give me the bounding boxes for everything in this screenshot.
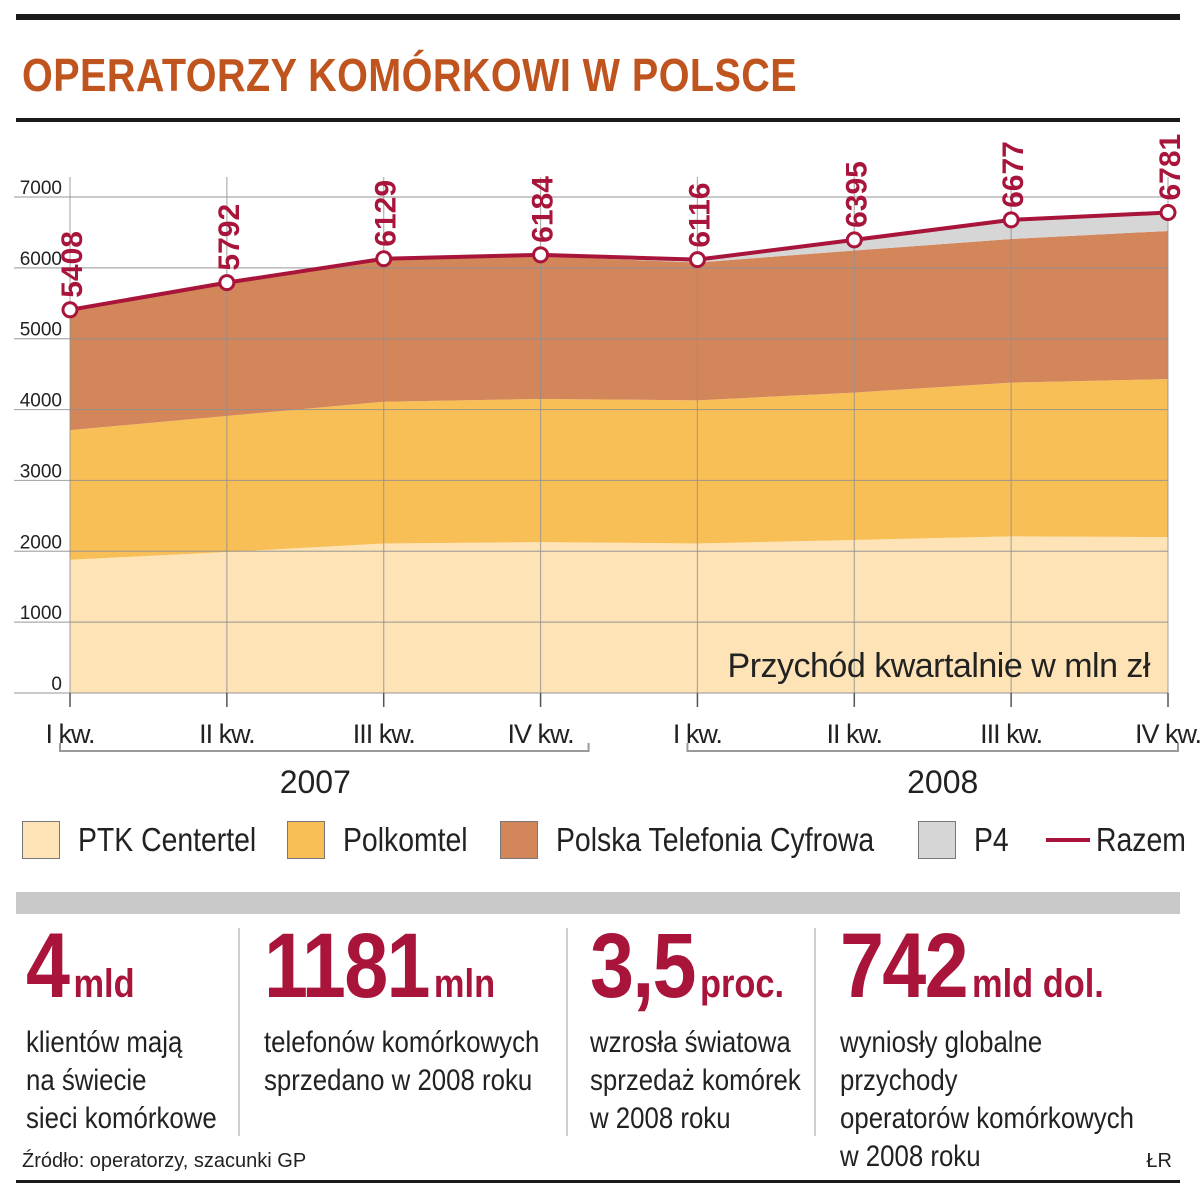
source-note: Źródło: operatorzy, szacunki GP [22,1150,307,1172]
y-tick-label: 3000 [20,461,62,482]
top-rule [16,14,1180,20]
total-point [61,301,79,319]
stat-description: telefonów komórkowych sprzedano w 2008 r… [264,1026,540,1097]
stat-description: wzrosła światowa sprzedaż komórek w 2008… [590,1026,801,1135]
stat-separator [814,928,816,1136]
stat-separator [238,928,240,1136]
page-title: OPERATORZY KOMÓRKOWI W POLSCE [22,49,798,101]
y-tick-label: 1000 [20,603,62,624]
y-tick-label: 5000 [20,320,62,341]
stat-number: 1181 [264,915,430,1017]
x-tick-label: III kw. [980,719,1042,749]
area-series-0 [70,536,1168,693]
stat-description: wyniosły globalne przychody operatorów k… [840,1026,1134,1173]
year-bracket [59,743,590,752]
total-value-label: 6116 [683,183,716,248]
stat-block-clients: 4 mld klientów mają na świecie sieci komó… [26,920,248,1138]
total-value-label: 5408 [56,231,89,298]
stat-block-phones: 1181 mln telefonów komórkowych sprzedano … [264,920,584,1100]
total-value-label: 5792 [213,204,246,271]
y-tick-label: 7000 [20,178,62,199]
stat-block-growth: 3,5 proc. wzrosła światowa sprzedaż komór… [590,920,835,1138]
chart-legend: PTK Centertel Polkomtel Polska Telefonia… [0,815,1200,865]
legend-item-polkomtel: Polkomtel [287,815,488,865]
total-point [1159,204,1177,222]
stat-unit: mln [433,962,496,1006]
total-point [845,231,863,249]
y-tick-label: 0 [51,674,62,695]
stat-unit: mld dol. [972,962,1104,1006]
stat-unit: mld [73,962,135,1006]
stat-separator [566,928,568,1136]
section-divider-bar [16,892,1180,914]
legend-swatch-ptk [22,821,60,859]
x-tick-label: III kw. [353,719,415,749]
stat-number: 3,5 [590,915,697,1017]
x-tick-label: II kw. [827,719,883,749]
legend-label-ptc: Polska Telefonia Cyfrowa [556,821,875,858]
x-tick-label: I kw. [673,719,722,749]
author-initials: ŁR [1146,1150,1172,1172]
total-value-label: 6677 [997,141,1030,208]
title-rule [16,118,1180,122]
legend-label-ptk: PTK Centertel [78,821,257,858]
y-tick-label: 2000 [20,532,62,553]
total-value-label: 6395 [840,161,873,228]
legend-label-p4: P4 [974,821,1009,858]
legend-line-razem [1046,838,1090,842]
total-value-label: 6184 [527,176,560,243]
total-point [688,251,706,269]
total-point [532,246,550,264]
total-line [69,210,1169,312]
legend-label-polkomtel: Polkomtel [343,821,468,858]
total-value-label: 6781 [1154,134,1187,201]
legend-swatch-p4 [918,821,956,859]
y-tick-label: 6000 [20,249,62,270]
stat-block-revenue: 742 mld dol. wyniosły globalne przychody … [840,920,1200,1176]
legend-item-ptk: PTK Centertel [22,815,285,865]
total-point [375,250,393,268]
total-point [218,274,236,292]
stat-number: 4 [26,915,70,1017]
revenue-area-chart: 0 1000 2000 3000 4000 5000 6000 7000 I kw. II kw.… [14,134,1200,800]
legend-label-razem: Razem [1096,821,1186,858]
x-tick-label: II kw. [199,719,255,749]
total-value-label: 6129 [370,180,403,247]
stat-figure: 4 mld [26,920,217,1012]
legend-item-p4: P4 [918,815,1014,865]
legend-swatch-ptc [500,821,538,859]
year-label: 2008 [907,764,978,800]
stat-number: 742 [840,915,969,1017]
stat-figure: 3,5 proc. [590,920,801,1012]
area-series-1 [70,379,1168,560]
y-tick-label: 4000 [20,391,62,412]
stat-description: klientów mają na świecie sieci komórkowe [26,1026,217,1135]
legend-item-ptc: Polska Telefonia Cyfrowa [500,815,926,865]
bottom-rule [16,1180,1180,1183]
chart-subtitle: Przychód kwartalnie w mln zł [728,647,1151,685]
legend-item-razem: Razem [1046,815,1200,865]
stat-figure: 742 mld dol. [840,920,1150,1012]
x-tick-label: IV kw. [508,719,574,749]
x-tick-label: IV kw. [1135,719,1200,749]
stat-figure: 1181 mln [264,920,539,1012]
total-point [1002,211,1020,229]
area-series-2 [70,230,1168,431]
stat-unit: proc. [699,962,785,1006]
year-label: 2007 [280,764,351,800]
year-bracket [686,743,1179,752]
legend-swatch-polkomtel [287,821,325,859]
x-tick-label: I kw. [45,719,94,749]
